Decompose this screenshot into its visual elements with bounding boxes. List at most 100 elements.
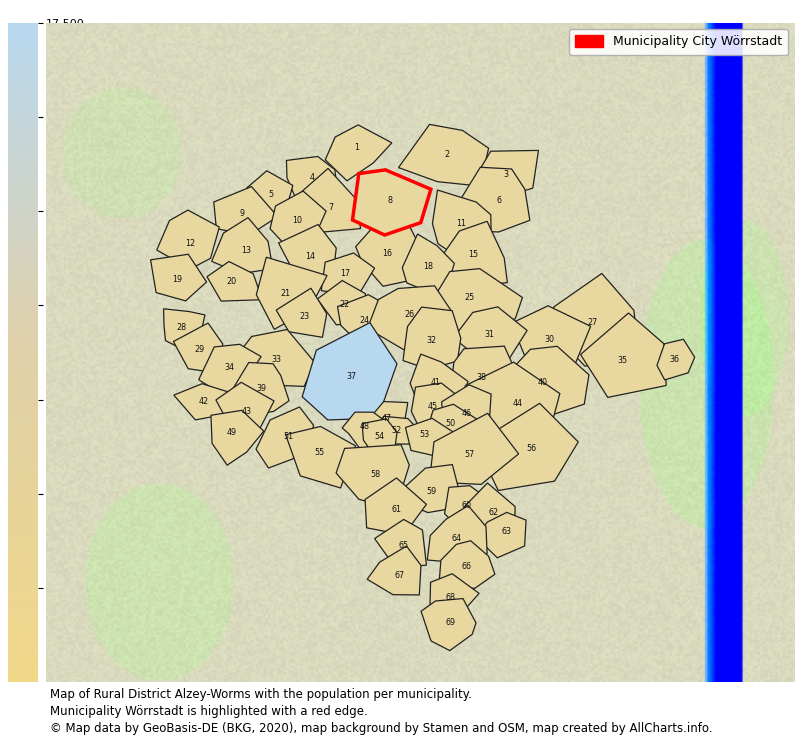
Text: 65: 65 xyxy=(399,541,409,550)
Polygon shape xyxy=(460,167,530,232)
Text: 54: 54 xyxy=(374,433,384,441)
Text: 31: 31 xyxy=(484,330,494,339)
Text: 10: 10 xyxy=(292,216,302,225)
Polygon shape xyxy=(247,170,293,213)
Polygon shape xyxy=(476,513,526,558)
Polygon shape xyxy=(411,383,463,432)
Text: 45: 45 xyxy=(427,402,438,411)
Text: 39: 39 xyxy=(257,385,267,394)
Polygon shape xyxy=(476,403,578,491)
Text: 46: 46 xyxy=(462,409,472,418)
Polygon shape xyxy=(657,339,694,380)
Polygon shape xyxy=(465,362,560,438)
Polygon shape xyxy=(550,274,640,366)
Polygon shape xyxy=(438,222,507,287)
Polygon shape xyxy=(450,346,519,406)
Text: 61: 61 xyxy=(391,505,402,514)
Polygon shape xyxy=(433,190,491,256)
Polygon shape xyxy=(336,445,410,509)
Text: 49: 49 xyxy=(227,428,237,437)
Polygon shape xyxy=(286,156,338,200)
Text: 44: 44 xyxy=(513,399,522,408)
Text: 66: 66 xyxy=(462,562,472,572)
Polygon shape xyxy=(439,541,495,588)
Text: 68: 68 xyxy=(446,593,455,602)
Polygon shape xyxy=(511,306,590,371)
Text: 35: 35 xyxy=(618,356,627,365)
Polygon shape xyxy=(356,225,421,287)
Polygon shape xyxy=(430,574,479,623)
Text: © Map data by GeoBasis-DE (BKG, 2020), map background by Stamen and OSM, map cre: © Map data by GeoBasis-DE (BKG, 2020), m… xyxy=(50,722,712,735)
Text: 16: 16 xyxy=(382,249,392,258)
Text: 19: 19 xyxy=(172,275,182,284)
Text: 55: 55 xyxy=(314,449,325,457)
Text: 63: 63 xyxy=(502,528,511,536)
Text: 50: 50 xyxy=(446,419,455,428)
Polygon shape xyxy=(374,520,426,568)
Polygon shape xyxy=(398,124,489,186)
Polygon shape xyxy=(302,323,397,420)
Text: 18: 18 xyxy=(423,262,433,271)
Polygon shape xyxy=(479,150,538,200)
Polygon shape xyxy=(211,410,264,465)
Polygon shape xyxy=(318,280,369,325)
Text: 3: 3 xyxy=(504,170,509,179)
Polygon shape xyxy=(403,307,461,369)
Text: 52: 52 xyxy=(391,426,402,435)
Polygon shape xyxy=(434,268,522,334)
Polygon shape xyxy=(237,329,315,386)
Polygon shape xyxy=(276,288,326,337)
Polygon shape xyxy=(402,234,454,295)
Text: 9: 9 xyxy=(240,210,245,219)
Polygon shape xyxy=(410,354,468,404)
Polygon shape xyxy=(212,218,273,274)
Polygon shape xyxy=(362,418,397,455)
Text: 69: 69 xyxy=(446,618,455,627)
Text: 42: 42 xyxy=(198,397,209,406)
Polygon shape xyxy=(338,295,390,340)
Text: 30: 30 xyxy=(545,335,555,344)
Text: 59: 59 xyxy=(426,486,437,495)
Text: 14: 14 xyxy=(305,253,314,262)
Text: 56: 56 xyxy=(526,443,536,452)
Text: 60: 60 xyxy=(462,501,472,510)
Text: 57: 57 xyxy=(464,450,474,459)
Text: 15: 15 xyxy=(468,250,478,259)
Legend: Municipality City Wörrstadt: Municipality City Wörrstadt xyxy=(569,29,788,54)
Text: 32: 32 xyxy=(426,336,437,345)
Text: 67: 67 xyxy=(394,571,405,580)
Polygon shape xyxy=(256,257,327,329)
Polygon shape xyxy=(286,168,361,233)
Polygon shape xyxy=(278,225,336,277)
Text: 21: 21 xyxy=(281,289,291,298)
Text: 2: 2 xyxy=(444,150,449,159)
Text: 11: 11 xyxy=(456,219,466,228)
Polygon shape xyxy=(406,418,455,457)
Text: 24: 24 xyxy=(359,317,370,325)
Text: 29: 29 xyxy=(194,345,205,354)
Text: 26: 26 xyxy=(404,310,414,319)
Text: 38: 38 xyxy=(477,373,486,382)
Text: 23: 23 xyxy=(299,311,310,320)
Polygon shape xyxy=(421,599,476,651)
Text: 4: 4 xyxy=(310,173,314,182)
Text: 41: 41 xyxy=(430,378,440,387)
Polygon shape xyxy=(216,382,274,430)
Polygon shape xyxy=(377,416,422,444)
Text: 13: 13 xyxy=(241,246,251,255)
Text: 12: 12 xyxy=(185,239,195,248)
Polygon shape xyxy=(286,427,355,488)
Polygon shape xyxy=(430,413,518,484)
Polygon shape xyxy=(581,313,666,397)
Text: 27: 27 xyxy=(587,318,598,327)
Polygon shape xyxy=(326,125,392,181)
Polygon shape xyxy=(150,254,206,301)
Polygon shape xyxy=(207,262,262,301)
Polygon shape xyxy=(367,286,452,351)
Polygon shape xyxy=(445,486,491,532)
Polygon shape xyxy=(157,210,219,269)
Text: 33: 33 xyxy=(272,354,282,363)
Text: Municipality Wörrstadt is highlighted with a red edge.: Municipality Wörrstadt is highlighted wi… xyxy=(50,705,367,718)
Polygon shape xyxy=(256,407,314,468)
Text: 25: 25 xyxy=(464,293,474,302)
